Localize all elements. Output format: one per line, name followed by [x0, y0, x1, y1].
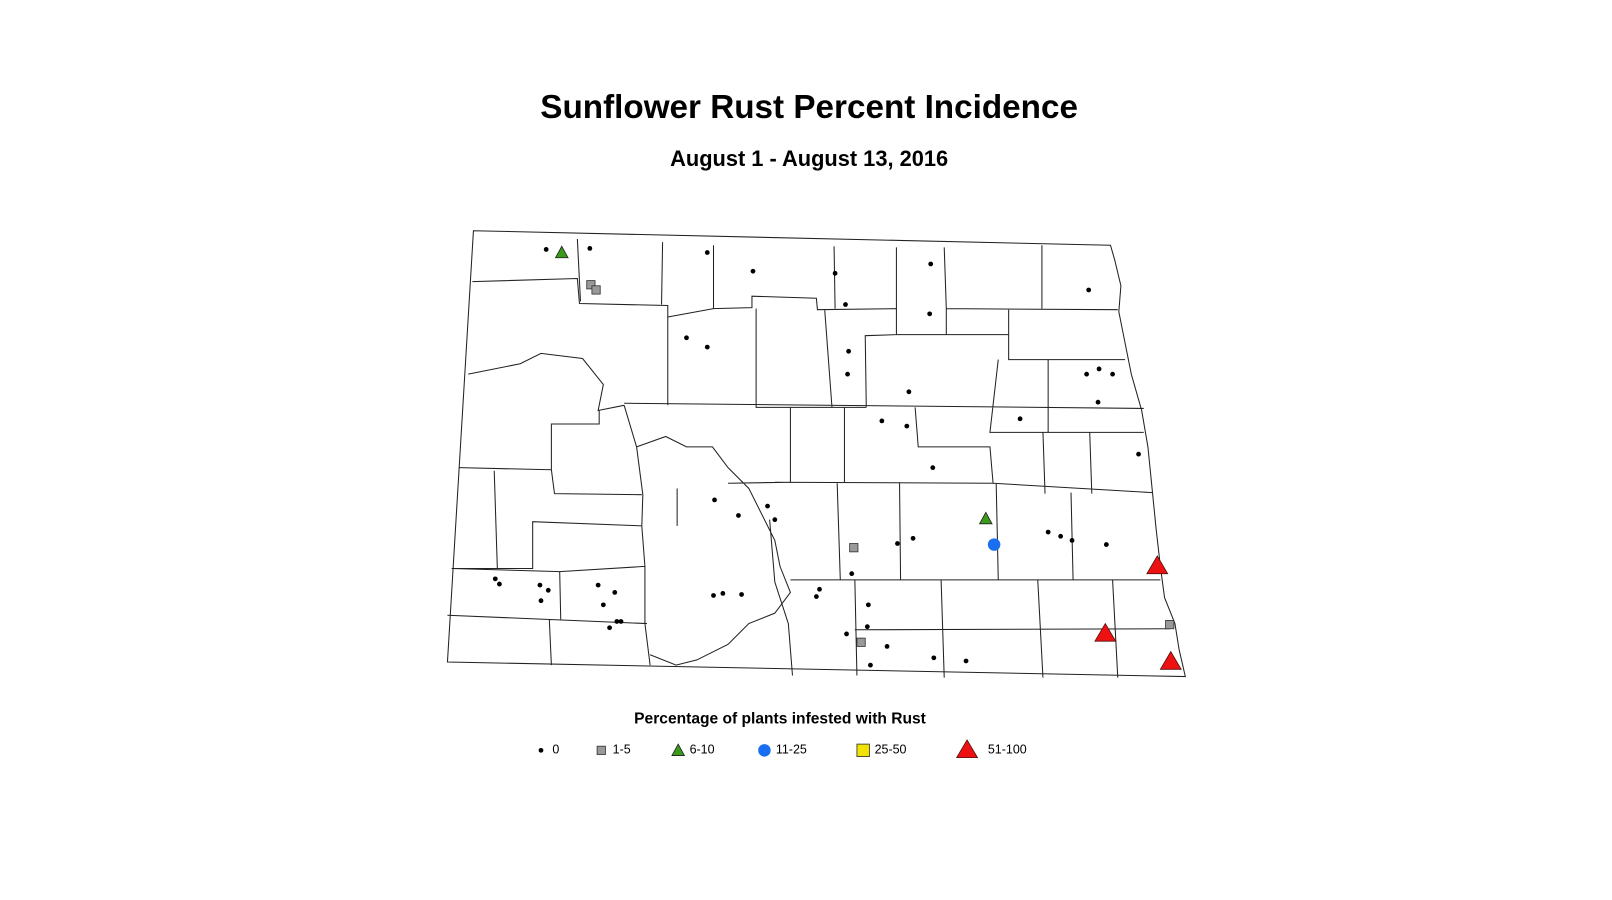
- marker-dot: [963, 658, 969, 664]
- marker-dot: [849, 571, 855, 577]
- marker-dot: [884, 644, 890, 649]
- marker-gray-square: [596, 745, 606, 755]
- marker-blue-circle: [758, 744, 771, 757]
- marker-dot: [1110, 371, 1115, 377]
- marker-dot: [750, 268, 756, 274]
- marker-dot: [832, 270, 838, 276]
- marker-dot: [538, 598, 544, 604]
- map-title: Sunflower Rust Percent Incidence: [540, 89, 1078, 126]
- marker-dot: [704, 344, 710, 350]
- marker-dot: [1095, 399, 1101, 405]
- marker-dot: [711, 593, 716, 598]
- county-lines: [447, 239, 1170, 678]
- marker-gray-square: [856, 637, 866, 647]
- marker-dot: [600, 602, 606, 608]
- marker-dot: [704, 250, 710, 255]
- marker-dot: [868, 662, 873, 668]
- marker-dot: [492, 576, 498, 582]
- marker-dot: [497, 581, 502, 587]
- marker-red-triangle: [1159, 650, 1182, 670]
- marker-gray-square: [591, 285, 601, 295]
- marker-dot: [1103, 542, 1109, 547]
- marker-dot: [543, 247, 549, 252]
- marker-dot: [587, 245, 593, 251]
- marker-dot: [1017, 416, 1023, 422]
- marker-red-triangle: [1146, 555, 1169, 575]
- marker-dot: [845, 371, 850, 377]
- marker-dot: [618, 619, 624, 624]
- legend-label: 11-25: [776, 743, 807, 757]
- marker-gray-square: [586, 280, 596, 290]
- legend-label: 51-100: [988, 743, 1027, 757]
- legend-label: 0: [552, 743, 559, 757]
- marker-dot: [843, 302, 848, 307]
- marker-dot: [1136, 451, 1141, 457]
- marker-green-triangle: [978, 511, 993, 525]
- marker-dot: [1058, 533, 1064, 539]
- marker-dot: [612, 589, 618, 595]
- marker-gray-square: [849, 543, 859, 553]
- legend-label: 6-10: [690, 743, 715, 757]
- marker-dot: [1096, 366, 1102, 372]
- map-subtitle: August 1 - August 13, 2016: [670, 146, 948, 171]
- marker-green-triangle: [671, 743, 686, 756]
- marker-dot: [537, 582, 543, 588]
- marker-dot: [1084, 371, 1089, 377]
- marker-dot: [1045, 529, 1051, 535]
- marker-dot: [864, 624, 870, 630]
- marker-dot: [931, 655, 937, 661]
- marker-dot: [879, 418, 885, 424]
- marker-dot: [712, 497, 717, 503]
- marker-dot: [736, 513, 741, 518]
- marker-dot: [930, 465, 936, 471]
- marker-dot: [538, 747, 544, 753]
- legend-title: Percentage of plants infested with Rust: [634, 710, 926, 727]
- marker-dot: [846, 348, 851, 354]
- legend-label: 25-50: [875, 743, 907, 757]
- marker-green-triangle: [554, 245, 569, 259]
- marker-dot: [595, 582, 601, 588]
- marker-dot: [906, 389, 912, 395]
- marker-gray-square: [1165, 620, 1175, 630]
- marker-dot: [607, 625, 612, 631]
- marker-dot: [1086, 287, 1092, 293]
- marker-dot: [765, 503, 770, 509]
- legend-label: 1-5: [613, 743, 631, 757]
- marker-yellow-square: [856, 743, 870, 757]
- marker-dot: [865, 602, 871, 608]
- marker-dot: [814, 594, 819, 599]
- legend: 0 1-5 6-10 11-25 25-50 51-100: [538, 739, 1027, 759]
- marker-dot: [895, 541, 900, 546]
- marker-dot: [739, 592, 744, 597]
- marker-dot: [927, 311, 933, 317]
- marker-dot: [684, 335, 689, 341]
- state-outline: [446, 230, 1186, 678]
- marker-dot: [614, 619, 620, 624]
- marker-dot: [910, 535, 916, 541]
- state-map: [446, 230, 1186, 678]
- marker-dot: [904, 423, 910, 429]
- marker-dot: [928, 261, 934, 267]
- marker-dot: [545, 587, 551, 593]
- marker-dot: [817, 586, 822, 592]
- marker-red-triangle: [1094, 622, 1117, 642]
- marker-red-triangle: [955, 739, 979, 759]
- marker-dot: [772, 517, 778, 523]
- marker-dot: [1069, 538, 1075, 543]
- marker-dot: [844, 631, 849, 637]
- observation-points: [492, 245, 1182, 670]
- marker-dot: [720, 591, 726, 596]
- marker-blue-circle: [987, 538, 1001, 551]
